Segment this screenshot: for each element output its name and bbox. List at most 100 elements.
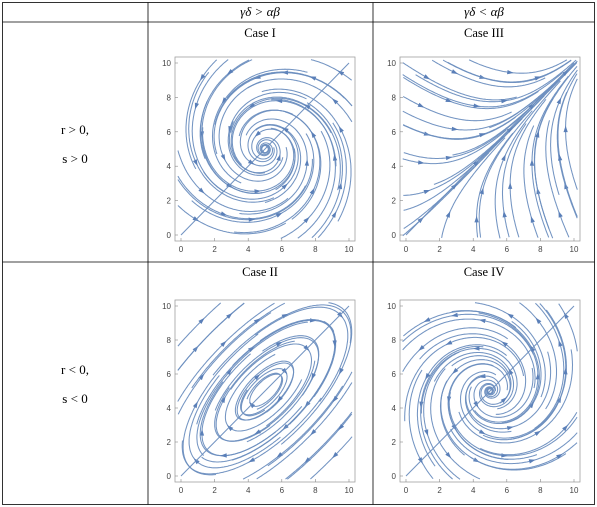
streamline bbox=[199, 59, 250, 159]
row2-label-s: s < 0 bbox=[62, 391, 87, 406]
stream-plot-case-1: 0 2 4 6 8 10 0 2 4 6 8 10 bbox=[162, 56, 356, 254]
row1-label-s: s > 0 bbox=[62, 151, 87, 166]
y-tick-label: 10 bbox=[162, 59, 171, 68]
streamline bbox=[450, 428, 578, 465]
flow-arrow bbox=[451, 126, 459, 131]
streamline bbox=[565, 78, 578, 190]
flow-arrow bbox=[309, 187, 315, 195]
streamline bbox=[494, 80, 561, 239]
streamline bbox=[285, 411, 353, 480]
flow-arrow bbox=[221, 97, 228, 104]
streamline bbox=[534, 302, 565, 429]
streamline bbox=[310, 436, 353, 480]
flow-arrow bbox=[417, 102, 425, 108]
streamline bbox=[403, 109, 530, 160]
flow-arrow bbox=[220, 154, 226, 161]
flow-arrow bbox=[417, 457, 423, 464]
x-tick-label: 6 bbox=[280, 245, 285, 254]
header-gamma-delta-less: γδ < αβ bbox=[464, 4, 504, 19]
flow-arrow bbox=[562, 70, 569, 76]
streamline bbox=[474, 302, 546, 398]
streamline bbox=[402, 72, 563, 108]
flow-arrow bbox=[501, 99, 508, 104]
streamline bbox=[415, 59, 577, 103]
streamline bbox=[247, 78, 353, 123]
y-tick-label: 0 bbox=[392, 472, 397, 481]
y-tick-label: 4 bbox=[392, 404, 397, 413]
streamline bbox=[242, 385, 344, 480]
flow-arrow bbox=[445, 340, 453, 345]
streamline bbox=[402, 327, 508, 372]
flow-arrow bbox=[303, 104, 311, 110]
flow-arrow bbox=[445, 97, 453, 103]
flow-arrow bbox=[506, 126, 513, 133]
streamline bbox=[531, 75, 569, 238]
flow-arrow bbox=[473, 346, 480, 351]
flow-arrow bbox=[199, 429, 205, 436]
flow-arrow bbox=[226, 368, 233, 375]
streamline bbox=[431, 59, 546, 88]
x-tick-label: 8 bbox=[538, 486, 543, 495]
streamline bbox=[402, 313, 534, 355]
flow-arrow bbox=[220, 396, 226, 404]
x-tick-label: 0 bbox=[404, 486, 409, 495]
flow-arrow bbox=[479, 133, 486, 138]
streamline bbox=[558, 303, 578, 352]
streamline bbox=[557, 73, 578, 217]
flow-arrow bbox=[558, 340, 563, 347]
streamline bbox=[177, 150, 289, 213]
row2-label-r: r < 0, bbox=[61, 362, 89, 377]
flow-arrow bbox=[451, 183, 458, 190]
flow-arrow bbox=[507, 313, 514, 319]
x-tick-label: 8 bbox=[313, 245, 318, 254]
x-tick-label: 10 bbox=[345, 245, 354, 254]
x-tick-label: 6 bbox=[280, 486, 285, 495]
streamline bbox=[478, 110, 533, 238]
flow-arrow bbox=[332, 395, 339, 403]
y-tick-label: 8 bbox=[392, 93, 397, 102]
streamline bbox=[177, 302, 222, 347]
flow-arrow bbox=[530, 345, 536, 353]
flow-arrow bbox=[282, 127, 289, 133]
row1-label-r: r > 0, bbox=[61, 122, 89, 137]
x-tick-label: 2 bbox=[437, 486, 442, 495]
flow-arrow bbox=[556, 97, 562, 105]
streamline bbox=[191, 302, 286, 389]
flow-arrow bbox=[198, 373, 205, 381]
flow-arrow bbox=[332, 154, 338, 161]
flow-arrow bbox=[200, 74, 206, 81]
flow-arrow bbox=[276, 395, 283, 403]
flow-arrow bbox=[248, 457, 256, 463]
flow-arrow bbox=[192, 401, 198, 409]
panel-title-case-1: Case I bbox=[244, 26, 276, 40]
flow-arrow bbox=[339, 367, 344, 375]
flow-arrow bbox=[253, 374, 261, 381]
flow-arrow bbox=[423, 317, 431, 322]
flow-arrow bbox=[530, 216, 535, 223]
streamline bbox=[423, 351, 461, 480]
streamline bbox=[403, 76, 539, 110]
streamline bbox=[430, 368, 481, 480]
flow-arrow bbox=[535, 130, 540, 138]
streamline bbox=[509, 98, 547, 238]
x-tick-label: 0 bbox=[179, 245, 184, 254]
streamline bbox=[185, 59, 218, 170]
flow-arrow bbox=[500, 397, 507, 403]
flow-arrow bbox=[332, 340, 337, 347]
streamline bbox=[310, 59, 353, 81]
streamline bbox=[452, 62, 578, 156]
flow-arrow bbox=[338, 126, 344, 133]
x-tick-label: 8 bbox=[538, 245, 543, 254]
flow-arrow bbox=[556, 453, 563, 459]
flow-arrow bbox=[276, 452, 283, 458]
flow-arrow bbox=[337, 182, 343, 190]
flow-arrow bbox=[303, 344, 310, 351]
flow-arrow bbox=[249, 402, 256, 409]
flow-arrow bbox=[311, 373, 316, 380]
streamline bbox=[402, 62, 517, 101]
y-tick-label: 2 bbox=[392, 197, 397, 206]
y-tick-label: 0 bbox=[392, 231, 397, 240]
flow-arrow bbox=[254, 189, 261, 194]
